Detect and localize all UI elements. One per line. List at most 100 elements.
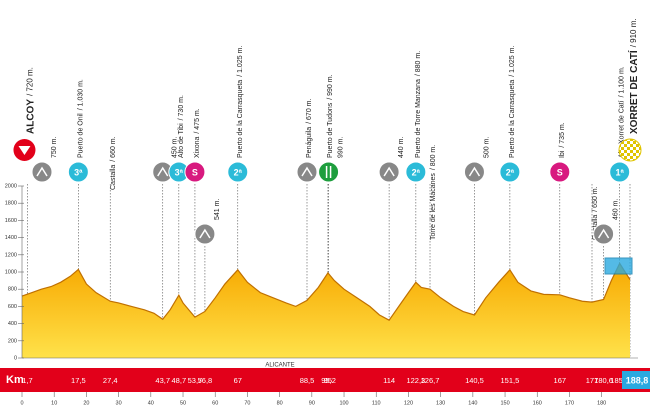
waypoint-label: 450 m. bbox=[172, 137, 179, 158]
waypoint-name: XORRET DE CATÍ bbox=[627, 50, 640, 134]
region-label: ALICANTE bbox=[265, 363, 294, 369]
badge bbox=[184, 161, 206, 183]
waypoint-alt: 450 m. bbox=[172, 137, 179, 158]
badge bbox=[499, 161, 521, 183]
badge bbox=[405, 161, 427, 183]
badge bbox=[593, 223, 615, 245]
waypoint-alt: / 720 m. bbox=[26, 67, 35, 96]
x-tick-label: 10 bbox=[51, 400, 57, 406]
waypoint-alt: / 650 m. bbox=[592, 186, 599, 211]
km-label: 27,4 bbox=[103, 376, 118, 385]
badge-text: 3ª bbox=[74, 167, 83, 177]
profile-fill bbox=[22, 263, 630, 358]
x-tick-label: 100 bbox=[339, 400, 348, 406]
waypoint-name: Puerto de la Carrasqueta bbox=[509, 80, 516, 158]
waypoint-name: Puerto de Tudons bbox=[327, 102, 334, 158]
waypoint-name: Ibi bbox=[559, 150, 566, 158]
x-tick-label: 160 bbox=[533, 400, 542, 406]
y-tick-label: 400 bbox=[8, 321, 17, 327]
km-label: 185,6 bbox=[610, 376, 629, 385]
waypoint-label: Torre de les Macanes / 800 m. bbox=[430, 145, 437, 240]
badge bbox=[31, 161, 53, 183]
badge bbox=[378, 161, 400, 183]
badge bbox=[463, 161, 485, 183]
x-tick-label: 120 bbox=[404, 400, 413, 406]
waypoint-label: Ibi / 735 m. bbox=[559, 122, 566, 158]
badge bbox=[549, 161, 571, 183]
waypoint-label: 541 m. bbox=[214, 199, 221, 220]
x-tick-label: 60 bbox=[212, 400, 218, 406]
waypoint-name: Xixona bbox=[194, 136, 201, 158]
waypoint-label: 990 m. bbox=[337, 137, 344, 158]
finish-badge bbox=[618, 138, 642, 162]
waypoint-name: Castalla bbox=[110, 165, 117, 190]
badge bbox=[296, 161, 318, 183]
waypoint-alt: / 990 m. bbox=[327, 74, 334, 99]
waypoint-label: XORRET DE CATÍ / 910 m. bbox=[627, 18, 640, 134]
waypoint-alt: 541 m. bbox=[214, 199, 221, 220]
waypoint-alt: / 1.025 m. bbox=[509, 46, 516, 77]
x-tick-label: 70 bbox=[244, 400, 250, 406]
y-tick-label: 1400 bbox=[5, 235, 17, 241]
waypoint-alt: / 910 m. bbox=[629, 18, 638, 47]
x-tick-label: 110 bbox=[372, 400, 381, 406]
waypoint-name: Puerto de la Carrasqueta bbox=[237, 80, 244, 158]
waypoint-label: Puerto de Onil / 1.030 m. bbox=[77, 79, 84, 158]
waypoint-label: Puerto de la Carrasqueta / 1.025 m. bbox=[237, 46, 244, 158]
waypoint-alt: / 670 m. bbox=[306, 99, 313, 124]
y-tick-label: 1600 bbox=[5, 218, 17, 224]
profile-line bbox=[21, 262, 631, 321]
badge-text: 3ª bbox=[175, 167, 184, 177]
waypoint-alt: / 1.025 m. bbox=[237, 46, 244, 77]
x-tick-label: 30 bbox=[116, 400, 122, 406]
badge-text: 2ª bbox=[412, 167, 421, 177]
waypoint-alt: / 1.100 m. bbox=[619, 66, 626, 97]
x-tick-label: 0 bbox=[20, 400, 23, 406]
km-label: Km bbox=[6, 374, 24, 386]
x-tick-label: 40 bbox=[148, 400, 154, 406]
km-label: 67 bbox=[234, 376, 242, 385]
km-label: 167 bbox=[554, 376, 567, 385]
waypoint-alt: 440 m. bbox=[398, 137, 405, 158]
km-band bbox=[0, 368, 650, 392]
waypoint-name: Puerto de Onil bbox=[77, 113, 84, 158]
badge-text: S bbox=[557, 167, 563, 177]
x-tick-label: 90 bbox=[309, 400, 315, 406]
climb-icon bbox=[36, 166, 48, 177]
y-tick-label: 0 bbox=[14, 355, 17, 361]
badge bbox=[609, 161, 631, 183]
y-tick-label: 2000 bbox=[5, 183, 17, 189]
x-tick-label: 80 bbox=[277, 400, 283, 406]
km-label: 95 bbox=[324, 376, 332, 385]
waypoint-name: Penáguila bbox=[306, 127, 313, 158]
waypoint-alt: 990 m. bbox=[337, 137, 344, 158]
start-arrow bbox=[18, 146, 31, 155]
x-tick-label: 140 bbox=[468, 400, 477, 406]
waypoint-alt: / 1.030 m. bbox=[77, 79, 84, 110]
y-tick-label: 200 bbox=[8, 338, 17, 344]
km-label: 43,7 bbox=[155, 376, 170, 385]
waypoint-label: 460 m. bbox=[612, 199, 619, 220]
badge bbox=[194, 223, 216, 245]
x-tick-label: 150 bbox=[500, 400, 509, 406]
km-label: 126,7 bbox=[421, 376, 440, 385]
waypoint-name: Alto de Tibi bbox=[178, 123, 185, 158]
km-label: 95,2 bbox=[321, 376, 336, 385]
km-label: 17,5 bbox=[71, 376, 86, 385]
km-label: 140,5 bbox=[465, 376, 484, 385]
climb-icon bbox=[383, 166, 395, 177]
x-tick-label: 180 bbox=[597, 400, 606, 406]
waypoint-label: Xixona / 475 m. bbox=[194, 108, 201, 158]
y-tick-label: 1200 bbox=[5, 252, 17, 258]
badge-text: S bbox=[192, 167, 198, 177]
waypoint-name: Alto Xorret de Catí bbox=[619, 100, 626, 158]
y-tick-label: 600 bbox=[8, 304, 17, 310]
badge bbox=[67, 161, 89, 183]
km-label: 151,5 bbox=[500, 376, 519, 385]
waypoint-label: Puerto de Tudons / 990 m. bbox=[327, 74, 334, 158]
waypoint-label: Puerto de la Carrasqueta / 1.025 m. bbox=[509, 46, 516, 158]
km-label: 114 bbox=[383, 376, 395, 385]
y-tick-label: 1000 bbox=[5, 269, 17, 275]
x-tick-label: 20 bbox=[83, 400, 89, 406]
